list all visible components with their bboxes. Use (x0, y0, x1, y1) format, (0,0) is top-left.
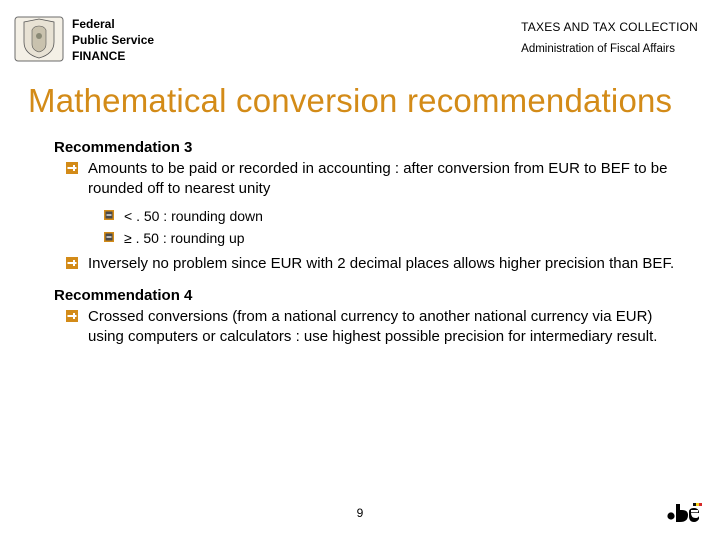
be-logo-icon (666, 500, 702, 526)
rec3-sub2: ≥ . 50 : rounding up (104, 229, 690, 247)
header-left: Federal Public Service FINANCE (14, 16, 154, 65)
header-right-sub: Administration of Fiscal Affairs (521, 39, 698, 61)
org-line2: Public Service (72, 32, 154, 48)
rec4-item1-text: Crossed conversions (from a national cur… (88, 307, 690, 347)
rec3-heading: Recommendation 3 (54, 138, 690, 158)
rec3-sub2-text: ≥ . 50 : rounding up (124, 229, 245, 247)
bullet-icon (66, 257, 78, 269)
org-line1: Federal (72, 16, 154, 32)
header-right-title: TAXES AND TAX COLLECTION (521, 16, 698, 39)
rec3-sublist: < . 50 : rounding down ≥ . 50 : rounding… (54, 207, 690, 248)
sub-bullet-icon (104, 232, 114, 242)
rec4-heading: Recommendation 4 (54, 286, 690, 306)
content: Recommendation 3 Amounts to be paid or r… (0, 120, 720, 348)
org-line3: FINANCE (72, 48, 154, 64)
sub-bullet-icon (104, 210, 114, 220)
rec3-item2: Inversely no problem since EUR with 2 de… (54, 254, 690, 274)
rec4-item1: Crossed conversions (from a national cur… (54, 307, 690, 347)
rec3-item1-text: Amounts to be paid or recorded in accoun… (88, 159, 690, 199)
bullet-icon (66, 310, 78, 322)
rec3-item1: Amounts to be paid or recorded in accoun… (54, 159, 690, 199)
rec3-sub1-text: < . 50 : rounding down (124, 207, 263, 225)
org-block: Federal Public Service FINANCE (72, 16, 154, 65)
bullet-icon (66, 162, 78, 174)
rec3-item2-text: Inversely no problem since EUR with 2 de… (88, 254, 690, 274)
page-number: 9 (0, 506, 720, 520)
header-right: TAXES AND TAX COLLECTION Administration … (521, 16, 698, 61)
crest-icon (14, 16, 64, 62)
header: Federal Public Service FINANCE TAXES AND… (0, 0, 720, 65)
page-title: Mathematical conversion recommendations (0, 65, 720, 120)
rec3-sub1: < . 50 : rounding down (104, 207, 690, 225)
